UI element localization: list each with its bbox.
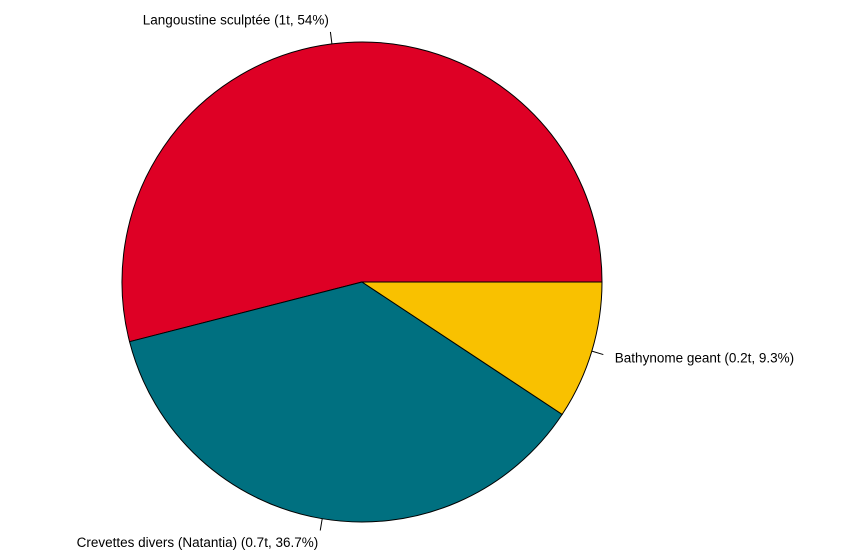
pie-slice-crevettes — [128, 281, 563, 523]
pie-slices — [121, 41, 603, 523]
pie-label-bathynome: Bathynome geant (0.2t, 9.3%) — [615, 351, 794, 366]
pie-slice-bathynome — [360, 281, 603, 416]
pie-slice-langoustine — [121, 41, 603, 343]
pie-label-crevettes: Crevettes divers (Natantia) (0.7t, 36.7%… — [77, 535, 319, 550]
pie-labels: Langoustine sculptée (1t, 54%) Crevettes … — [77, 13, 795, 550]
pie-label-tick-langoustine — [329, 31, 333, 44]
pie-label-langoustine: Langoustine sculptée (1t, 54%) — [143, 13, 329, 28]
pie-label-tick-crevettes — [319, 518, 323, 531]
pie-label-tick-bathynome — [591, 350, 604, 356]
